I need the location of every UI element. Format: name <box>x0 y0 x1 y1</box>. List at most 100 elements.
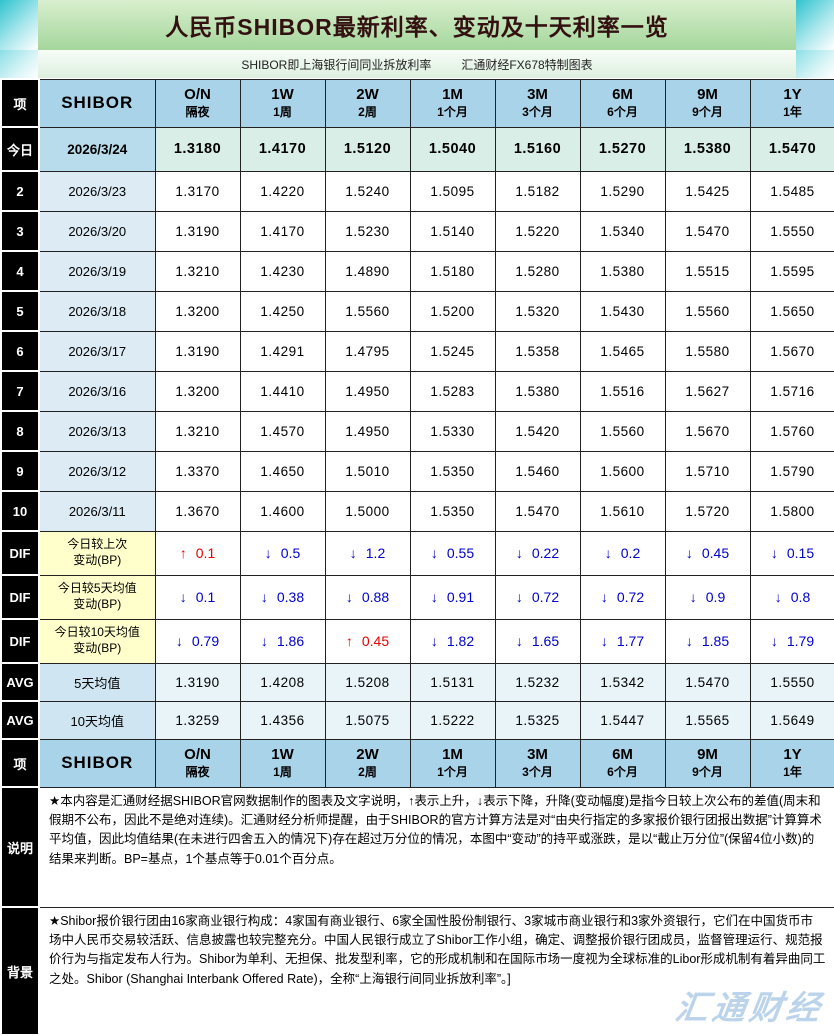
dif-change-cell: ↓ 0.72 <box>494 574 581 620</box>
rate-value-cell: 1.5380 <box>494 370 581 412</box>
down-arrow-icon: ↓ <box>600 589 608 605</box>
date-cell: 2026/3/11 <box>38 490 156 532</box>
dif-change-value: 0.1 <box>195 589 216 605</box>
rate-value-cell: 1.3180 <box>154 126 241 172</box>
subtitle-corner-right <box>796 50 834 78</box>
dif-change-value: 0.22 <box>531 545 560 561</box>
row-index-label: 9 <box>0 450 40 492</box>
down-arrow-icon: ↓ <box>345 589 353 605</box>
rate-value-cell: 1.3200 <box>154 370 241 412</box>
tenor-label: 6个月 <box>607 764 638 779</box>
tenor-header-6m: 6M 6个月 <box>579 78 666 128</box>
date-cell: 2026/3/20 <box>38 210 156 252</box>
dif-change-cell: ↓ 0.38 <box>239 574 326 620</box>
dif-change-value: 0.2 <box>620 545 641 561</box>
avg-value-cell: 1.5649 <box>749 700 834 740</box>
tenor-header-2w: 2W 2周 <box>324 738 411 788</box>
rate-value-cell: 1.4170 <box>239 210 326 252</box>
daily-rate-row: 5 2026/3/18 1.3200 1.4250 1.5560 1.5200 1.5320… <box>0 290 834 332</box>
tenor-header-1w: 1W 1周 <box>239 78 326 128</box>
tenor-label: 1个月 <box>437 764 468 779</box>
daily-rate-row: 2 2026/3/23 1.3170 1.4220 1.5240 1.5095 1.5182… <box>0 170 834 212</box>
tenor-header-3m: 3M 3个月 <box>494 78 581 128</box>
rate-value-cell: 1.5760 <box>749 410 834 452</box>
tenor-label: 6个月 <box>607 104 638 119</box>
dif-change-value: 1.2 <box>365 545 386 561</box>
rate-value-cell: 1.5470 <box>494 490 581 532</box>
avg-value-cell: 1.5447 <box>579 700 666 740</box>
tenor-code: 1Y <box>783 746 802 764</box>
page-title: 人民币SHIBOR最新利率、变动及十天利率一览 <box>38 0 796 50</box>
row-index-label: 6 <box>0 330 40 372</box>
rate-value-cell: 1.5220 <box>494 210 581 252</box>
dif-change-value: 1.79 <box>786 633 815 649</box>
rate-value-cell: 1.5350 <box>409 450 496 492</box>
rate-value-cell: 1.5380 <box>664 126 751 172</box>
rate-value-cell: 1.5245 <box>409 330 496 372</box>
dif-name-cell: 今日较5天均值 变动(BP) <box>38 574 156 620</box>
dif-change-cell: ↓ 0.22 <box>494 530 581 576</box>
avg-value-cell: 1.5342 <box>579 662 666 702</box>
dif-change-cell: ↓ 1.77 <box>579 618 666 664</box>
rate-value-cell: 1.4230 <box>239 250 326 292</box>
dif-change-cell: ↓ 0.72 <box>579 574 666 620</box>
note-row-label: 背景 <box>0 906 40 1035</box>
rate-value-cell: 1.4950 <box>324 410 411 452</box>
rate-value-cell: 1.5000 <box>324 490 411 532</box>
dif-row-label: DIF <box>0 618 40 664</box>
rate-value-cell: 1.3210 <box>154 250 241 292</box>
rate-value-cell: 1.5230 <box>324 210 411 252</box>
rate-value-cell: 1.5560 <box>664 290 751 332</box>
tenor-code: 9M <box>697 86 718 104</box>
tenor-header-3m: 3M 3个月 <box>494 738 581 788</box>
avg-value-cell: 1.4356 <box>239 700 326 740</box>
dif-change-value: 0.55 <box>446 545 475 561</box>
dif-change-cell: ↓ 1.82 <box>409 618 496 664</box>
rate-value-cell: 1.4795 <box>324 330 411 372</box>
rate-value-cell: 1.5425 <box>664 170 751 212</box>
rate-value-cell: 1.5160 <box>494 126 581 172</box>
avg-row-label: AVG <box>0 662 40 702</box>
dif-change-cell: ↓ 0.88 <box>324 574 411 620</box>
tenor-header-on: O/N 隔夜 <box>154 738 241 788</box>
daily-rate-row: 7 2026/3/16 1.3200 1.4410 1.4950 1.5283 1.5380… <box>0 370 834 412</box>
rate-value-cell: 1.5710 <box>664 450 751 492</box>
tenor-label: 9个月 <box>692 104 723 119</box>
daily-rate-row: 今日 2026/3/24 1.3180 1.4170 1.5120 1.5040 1.516… <box>0 126 834 172</box>
date-cell: 2026/3/12 <box>38 450 156 492</box>
rate-value-cell: 1.4890 <box>324 250 411 292</box>
daily-rate-row: 8 2026/3/13 1.3210 1.4570 1.4950 1.5330 1.5420… <box>0 410 834 452</box>
rate-value-cell: 1.5470 <box>664 210 751 252</box>
down-arrow-icon: ↓ <box>175 633 183 649</box>
rate-value-cell: 1.5465 <box>579 330 666 372</box>
rate-value-cell: 1.5380 <box>579 250 666 292</box>
tenor-code: 1Y <box>783 86 802 104</box>
shibor-column-header: SHIBOR <box>38 78 156 128</box>
daily-rate-row: 4 2026/3/19 1.3210 1.4230 1.4890 1.5180 1.5280… <box>0 250 834 292</box>
note-row: 背景 ★Shibor报价银行团由16家商业银行构成：4家国有商业银行、6家全国性股… <box>0 906 834 1035</box>
tenor-code: 6M <box>612 746 633 764</box>
dif-change-value: 0.9 <box>705 589 726 605</box>
avg-value-cell: 1.5565 <box>664 700 751 740</box>
row-index-label: 4 <box>0 250 40 292</box>
dif-change-cell: ↓ 0.55 <box>409 530 496 576</box>
tenor-code: 9M <box>697 746 718 764</box>
down-arrow-icon: ↓ <box>515 589 523 605</box>
rate-value-cell: 1.4220 <box>239 170 326 212</box>
dif-change-value: 0.45 <box>701 545 730 561</box>
tenor-code: 1W <box>271 86 294 104</box>
tenor-header-2w: 2W 2周 <box>324 78 411 128</box>
dif-change-cell: ↓ 0.8 <box>749 574 834 620</box>
dif-change-cell: ↓ 0.79 <box>154 618 241 664</box>
dif-name-line2: 变动(BP) <box>73 553 122 567</box>
shibor-column-header: SHIBOR <box>38 738 156 788</box>
up-arrow-icon: ↑ <box>179 545 187 561</box>
dif-name-line1: 今日较5天均值 <box>57 581 137 596</box>
tenor-label: 1个月 <box>437 104 468 119</box>
tenor-header-9m: 9M 9个月 <box>664 78 751 128</box>
dif-change-cell: ↓ 0.15 <box>749 530 834 576</box>
down-arrow-icon: ↓ <box>260 589 268 605</box>
dif-change-cell: ↓ 1.86 <box>239 618 326 664</box>
tenor-code: 2W <box>356 746 379 764</box>
tenor-header-1w: 1W 1周 <box>239 738 326 788</box>
